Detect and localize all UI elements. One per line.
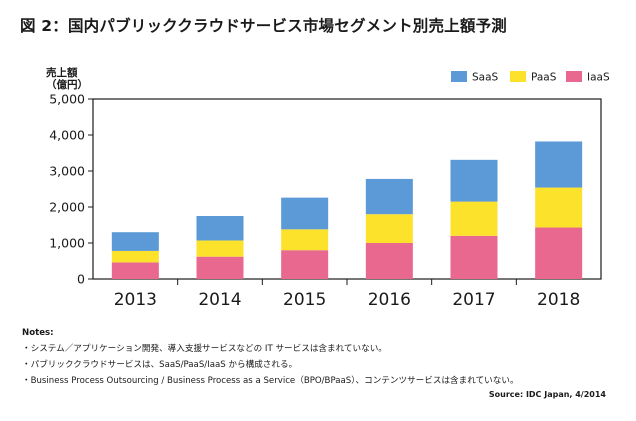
y-axis-label-line2: （億円） <box>46 79 88 91</box>
chart-title: 図 2：国内パブリッククラウドサービス市場セグメント別売上額予測 <box>20 17 507 35</box>
y-tick-label: 3,000 <box>49 164 85 179</box>
bar-iaas-2015 <box>281 250 329 279</box>
y-tick-label: 2,000 <box>49 200 85 215</box>
note-item: ・Business Process Outsourcing / Business… <box>22 376 519 386</box>
y-axis-label-line1: 売上額 <box>46 67 78 79</box>
bar-saas-2013 <box>111 232 159 251</box>
legend-label-iaas: IaaS <box>587 72 610 84</box>
notes-heading: Notes: <box>22 328 54 338</box>
x-tick-label: 2013 <box>114 290 157 310</box>
bar-saas-2017 <box>450 159 498 202</box>
bar-iaas-2018 <box>535 227 583 279</box>
bar-saas-2015 <box>281 197 329 230</box>
bar-saas-2014 <box>196 216 244 241</box>
x-tick-label: 2017 <box>452 290 495 310</box>
bar-iaas-2013 <box>111 262 159 279</box>
bar-paas-2016 <box>365 214 413 243</box>
bar-iaas-2016 <box>365 243 413 279</box>
y-tick-label: 1,000 <box>49 236 85 251</box>
bar-paas-2018 <box>535 187 583 228</box>
bar-paas-2015 <box>281 229 329 251</box>
x-tick-label: 2016 <box>368 290 411 310</box>
x-tick-label: 2015 <box>283 290 326 310</box>
y-tick-label: 5,000 <box>49 92 85 107</box>
legend-swatch-paas <box>510 71 526 82</box>
bar-iaas-2014 <box>196 256 244 279</box>
y-tick-label: 0 <box>77 272 85 287</box>
bar-paas-2017 <box>450 201 498 236</box>
legend-label-paas: PaaS <box>531 72 557 84</box>
plot-frame <box>92 98 602 280</box>
bar-paas-2014 <box>196 240 244 257</box>
bar-paas-2013 <box>111 250 159 263</box>
legend-label-saas: SaaS <box>472 72 499 84</box>
legend-swatch-iaas <box>566 71 582 82</box>
notes: Notes: ・システム／アプリケーション開発、導入支援サービスなどの IT サ… <box>22 325 519 389</box>
source-note: Source: IDC Japan, 4/2014 <box>488 390 606 399</box>
x-tick-label: 2014 <box>198 290 241 310</box>
note-item: ・システム／アプリケーション開発、導入支援サービスなどの IT サービスは含まれ… <box>22 344 387 354</box>
bar-iaas-2017 <box>450 235 498 279</box>
x-tick-label: 2018 <box>537 290 580 310</box>
note-item: ・パブリッククラウドサービスは、SaaS/PaaS/IaaS から構成される。 <box>22 360 298 370</box>
bar-saas-2018 <box>535 141 583 188</box>
y-axis-label: 売上額 （億円） <box>46 67 88 91</box>
legend-swatch-saas <box>451 71 467 82</box>
bar-saas-2016 <box>365 178 413 215</box>
y-tick-label: 4,000 <box>49 128 85 143</box>
